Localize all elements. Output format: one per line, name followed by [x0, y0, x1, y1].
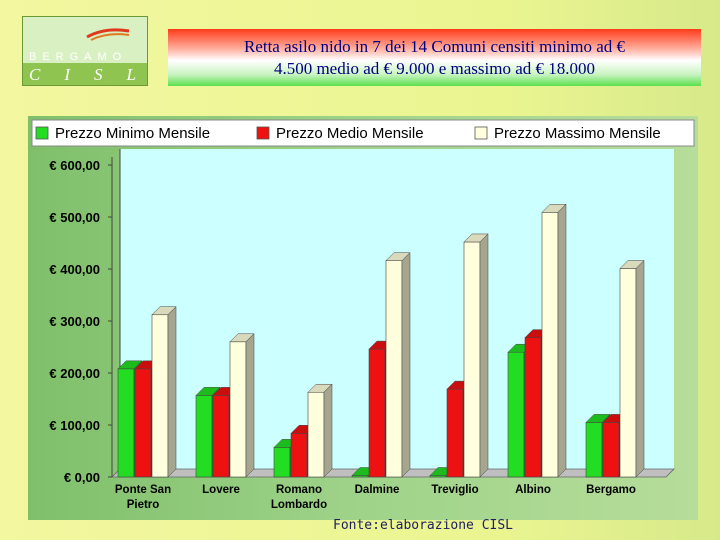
y-tick-label: € 100,00	[49, 418, 100, 433]
bar-side	[401, 252, 411, 478]
bar-front	[524, 337, 542, 478]
bar-side	[635, 259, 645, 478]
y-tick-label: € 300,00	[49, 314, 100, 329]
x-tick-label: Dalmine	[355, 484, 400, 496]
bar-front	[290, 433, 308, 478]
bar-side	[557, 203, 567, 478]
bar-chart: Prezzo Minimo Mensile Prezzo Medio Mensil…	[31, 119, 695, 511]
x-tick-label: Pietro	[127, 499, 160, 511]
y-tick-label: € 500,00	[49, 210, 100, 225]
bar-front	[151, 314, 169, 478]
bar-front	[619, 268, 637, 478]
legend-label: Prezzo Minimo Mensile	[55, 125, 210, 142]
logo-swoosh-icon	[86, 28, 130, 41]
legend-label: Prezzo Massimo Mensile	[494, 125, 661, 142]
bar	[151, 306, 177, 478]
x-tick-label: Albino	[515, 484, 551, 496]
y-tick-label: € 600,00	[49, 158, 100, 173]
bar	[229, 333, 255, 478]
bar-front	[273, 447, 291, 478]
legend-box	[31, 119, 695, 147]
y-tick-label: € 200,00	[49, 366, 100, 381]
bar-front	[602, 422, 620, 478]
chart-panel: Prezzo Minimo Mensile Prezzo Medio Mensil…	[28, 116, 698, 520]
legend-swatch	[256, 126, 270, 140]
x-tick-label: Treviglio	[431, 484, 478, 496]
bar-side	[245, 333, 255, 478]
bar-front	[368, 348, 386, 478]
cisl-logo: BERGAMO CISL	[22, 16, 148, 86]
title-line-1: Retta asilo nido in 7 dei 14 Comuni cens…	[243, 36, 626, 56]
y-tick-label: € 400,00	[49, 262, 100, 277]
bar-front	[117, 368, 135, 478]
bar-front	[446, 388, 464, 478]
legend-swatch	[474, 126, 488, 140]
title-line-2: 4.500 medio ad € 9.000 e massimo ad € 18…	[273, 58, 596, 78]
x-tick-label: Bergamo	[586, 484, 636, 496]
x-tick-label: Lovere	[202, 484, 240, 496]
source-note: Fonte:elaborazione CISL	[333, 518, 514, 533]
logo-skyline	[23, 17, 147, 63]
bar-side	[167, 306, 177, 478]
bar-front	[212, 395, 230, 478]
bar-front	[195, 395, 213, 478]
logo-letters: CISL	[29, 65, 160, 84]
legend-swatch	[35, 126, 49, 140]
x-tick-label: Ponte San	[115, 484, 171, 496]
x-tick-label: Lombardo	[271, 499, 327, 511]
bar	[541, 203, 567, 478]
y-tick-label: € 0,00	[64, 470, 100, 485]
x-tick-label: Romano	[276, 484, 322, 496]
bar-front	[134, 368, 152, 478]
bar	[307, 383, 333, 478]
slide-title: Retta asilo nido in 7 dei 14 Comuni cens…	[168, 29, 701, 86]
bar-front	[585, 422, 603, 478]
bar-front	[307, 391, 325, 478]
legend-label: Prezzo Medio Mensile	[276, 125, 424, 142]
bar	[385, 252, 411, 478]
logo-word: BERGAMO	[29, 51, 128, 63]
bar-front	[541, 212, 559, 478]
bar-front	[385, 260, 403, 478]
bar	[619, 259, 645, 478]
bar-front	[229, 341, 247, 478]
bar	[463, 233, 489, 478]
bar-front	[463, 241, 481, 478]
bar-side	[479, 233, 489, 478]
bar-side	[323, 383, 333, 478]
bar-front	[507, 351, 525, 478]
